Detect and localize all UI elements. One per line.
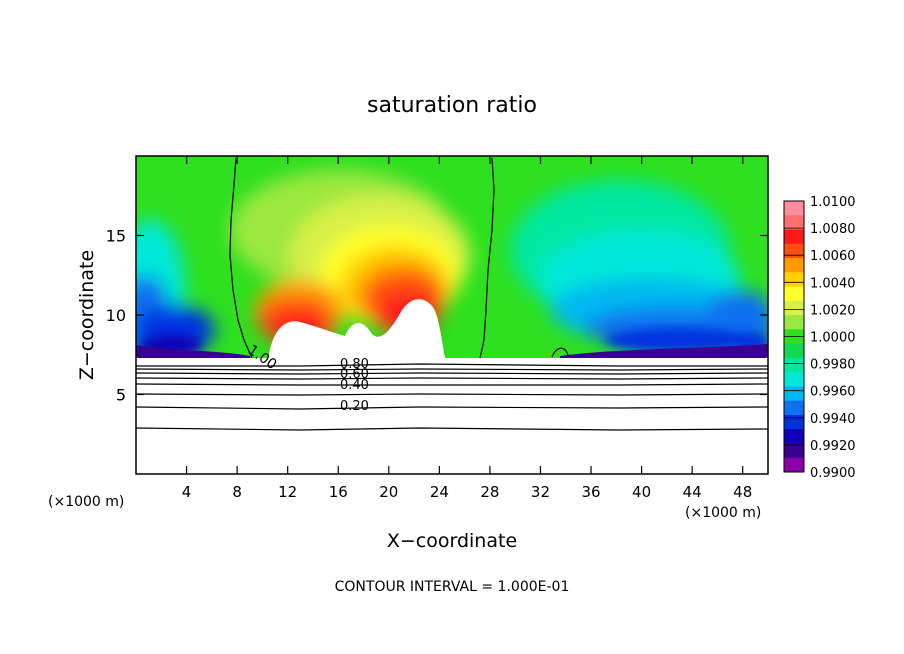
y-tick-label: 10 <box>106 306 126 325</box>
colorbar-swatch <box>784 443 804 459</box>
colorbar-swatch <box>784 258 804 273</box>
colorbar-label: 0.9980 <box>810 358 856 373</box>
colorbar <box>783 200 805 473</box>
x-tick-label: 36 <box>581 483 600 501</box>
contour-label-0-60: 0.60 <box>340 367 369 382</box>
colorbar-swatch <box>784 315 804 330</box>
x-tick-label: 44 <box>683 483 702 501</box>
x-unit-right: (×1000 m) <box>685 505 761 521</box>
x-tick-label: 24 <box>430 483 449 501</box>
y-axis-ticks <box>136 234 768 396</box>
colorbar-swatch <box>784 343 804 359</box>
contour-labels: 1.00 0.80 0.60 0.40 0.20 <box>245 342 369 414</box>
contour-label-0-40: 0.40 <box>340 378 369 393</box>
colorbar-swatch <box>784 215 804 231</box>
colorbar-swatch <box>784 286 804 302</box>
contour-lines <box>135 157 769 431</box>
colorbar-label: 1.0000 <box>810 331 856 346</box>
x-tick-label: 16 <box>329 483 348 501</box>
colorbar-swatch <box>784 272 804 288</box>
colorbar-label: 1.0060 <box>810 249 856 264</box>
y-tick-label: 5 <box>116 386 126 405</box>
colorbar-swatch <box>784 300 804 316</box>
x-tick-label: 4 <box>182 483 192 501</box>
colorbar-swatch <box>784 429 804 444</box>
colorbar-labels: 1.0100 1.0080 1.0060 1.0040 1.0020 1.0000 0.99… <box>810 195 856 481</box>
chart-title: saturation ratio <box>367 93 537 118</box>
x-tick-label: 48 <box>733 483 752 501</box>
x-axis-ticks <box>185 156 744 474</box>
colorbar-label: 1.0100 <box>810 195 856 210</box>
contour-label-0-80: 0.80 <box>340 357 369 372</box>
colorbar-label: 1.0020 <box>810 303 856 318</box>
colorbar-swatch <box>784 201 804 216</box>
colorbar-swatch <box>784 372 804 387</box>
x-axis-label: X−coordinate <box>387 530 517 552</box>
colorbar-swatch <box>784 414 804 430</box>
heatmap-field <box>136 156 768 474</box>
x-unit-left: (×1000 m) <box>48 494 124 510</box>
y-axis-label: Z−coordinate <box>76 250 98 380</box>
colorbar-label: 0.9940 <box>810 412 856 427</box>
colorbar-swatch <box>784 400 804 416</box>
colorbar-swatch <box>784 386 804 402</box>
contour-interval-note: CONTOUR INTERVAL = 1.000E-01 <box>335 579 570 595</box>
colorbar-label: 1.0040 <box>810 276 856 291</box>
x-tick-label: 12 <box>278 483 297 501</box>
x-tick-label: 8 <box>232 483 242 501</box>
y-tick-label: 15 <box>106 227 126 246</box>
colorbar-swatch <box>784 357 804 373</box>
colorbar-label: 0.9920 <box>810 439 856 454</box>
y-tick-labels: 5 10 15 <box>106 227 126 405</box>
colorbar-label: 1.0080 <box>810 222 856 237</box>
colorbar-label: 0.9960 <box>810 385 856 400</box>
x-tick-label: 32 <box>531 483 550 501</box>
x-tick-labels: 4 8 12 16 20 24 28 32 36 40 44 48 <box>182 483 752 501</box>
x-tick-label: 28 <box>480 483 499 501</box>
colorbar-label: 0.9900 <box>810 466 856 481</box>
x-tick-label: 20 <box>379 483 398 501</box>
x-tick-label: 40 <box>632 483 651 501</box>
colorbar-swatch <box>784 229 804 245</box>
colorbar-swatch <box>784 243 804 259</box>
colorbar-swatch <box>784 457 804 473</box>
contour-label-0-20: 0.20 <box>340 399 369 414</box>
